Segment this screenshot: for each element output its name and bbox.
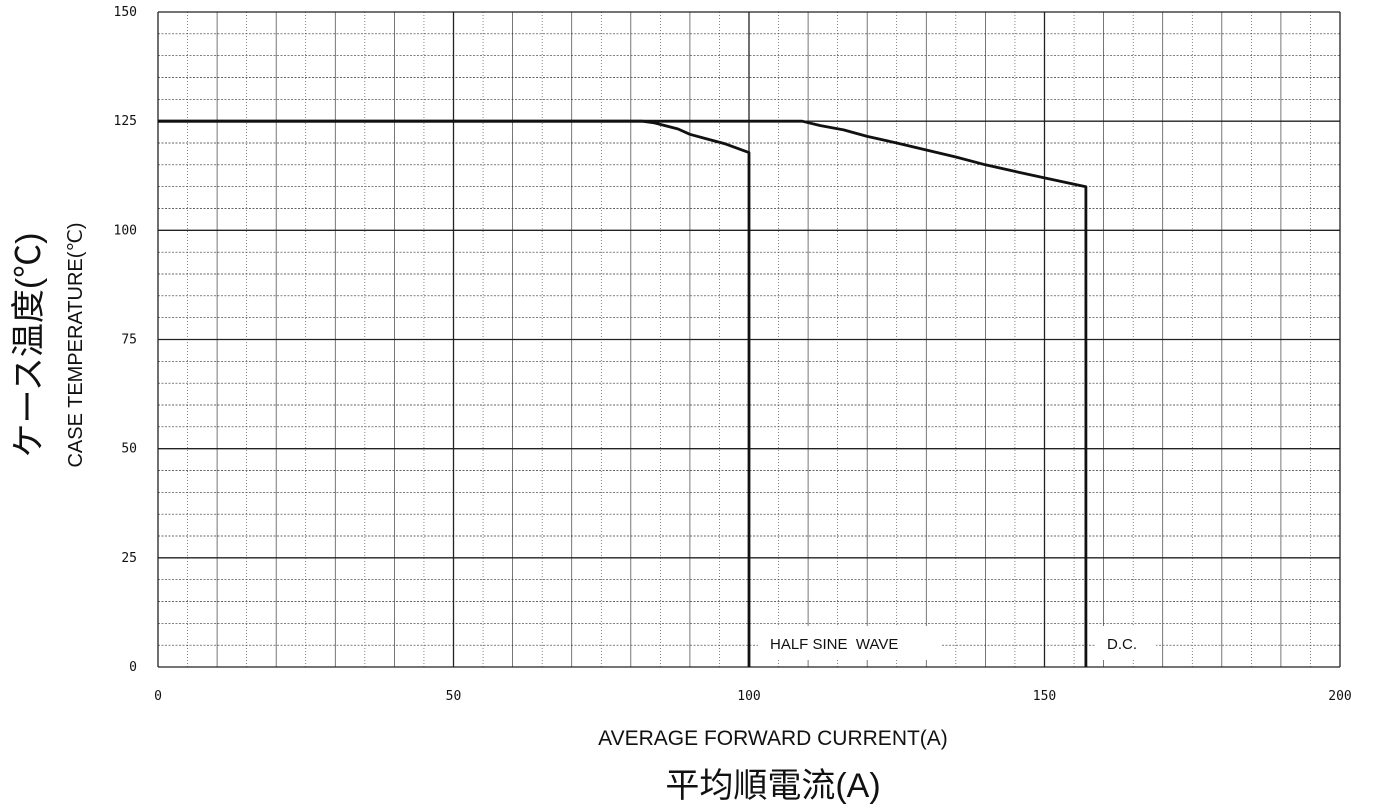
half-sine-wave-label: HALF SINE WAVE — [770, 636, 898, 653]
x-tick-label: 150 — [1033, 689, 1056, 704]
y-tick-label: 0 — [129, 660, 137, 675]
chart-ticks: 0 50 100 150 200 0 25 50 75 100 125 150 — [114, 5, 1352, 704]
x-tick-label: 100 — [737, 689, 760, 704]
x-tick-label: 0 — [154, 689, 162, 704]
y-tick-label: 125 — [114, 114, 137, 129]
y-axis-label-jp: ケース温度(℃) — [10, 233, 48, 458]
x-axis-label: AVERAGE FORWARD CURRENT(A) — [598, 727, 948, 750]
y-tick-label: 100 — [114, 223, 137, 238]
dc-label: D.C. — [1107, 636, 1137, 653]
x-axis-label-jp: 平均順電流(A) — [665, 767, 880, 805]
y-axis-label: CASE TEMPERATURE(℃) — [65, 222, 87, 467]
y-tick-label: 75 — [121, 333, 137, 348]
y-tick-label: 150 — [114, 5, 137, 20]
chart-series — [158, 119, 1088, 667]
y-tick-label: 50 — [121, 442, 137, 457]
x-tick-label: 200 — [1328, 689, 1351, 704]
x-tick-label: 50 — [446, 689, 462, 704]
series-line-dc — [158, 119, 1088, 667]
half-sine-label-bg — [758, 626, 942, 660]
y-tick-label: 25 — [121, 551, 137, 566]
dc-label-bg — [1096, 626, 1156, 660]
